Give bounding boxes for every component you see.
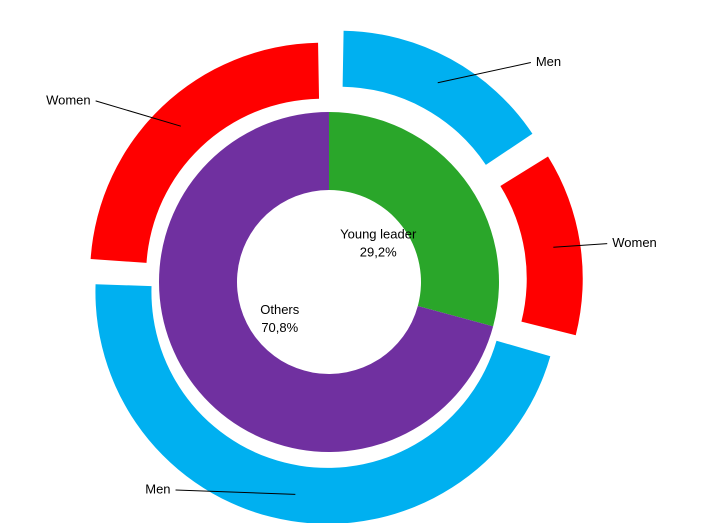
- inner-label: Young leader: [340, 227, 417, 242]
- leader-line: [437, 62, 531, 84]
- leader-line: [95, 100, 181, 127]
- inner-segment: [329, 112, 499, 327]
- outer-segment: [342, 30, 533, 165]
- outer-label: Women: [612, 235, 657, 250]
- outer-segment: [500, 156, 583, 336]
- leader-line: [175, 489, 296, 495]
- inner-segment: [159, 112, 494, 452]
- inner-value-label: 70,8%: [261, 320, 298, 335]
- outer-label: Women: [46, 92, 91, 107]
- inner-label: Others: [260, 302, 300, 317]
- outer-segment: [90, 42, 320, 263]
- outer-segment: [95, 284, 551, 523]
- leader-line: [553, 243, 608, 248]
- outer-label: Men: [536, 54, 561, 69]
- inner-value-label: 29,2%: [360, 245, 397, 260]
- outer-label: Men: [145, 481, 170, 496]
